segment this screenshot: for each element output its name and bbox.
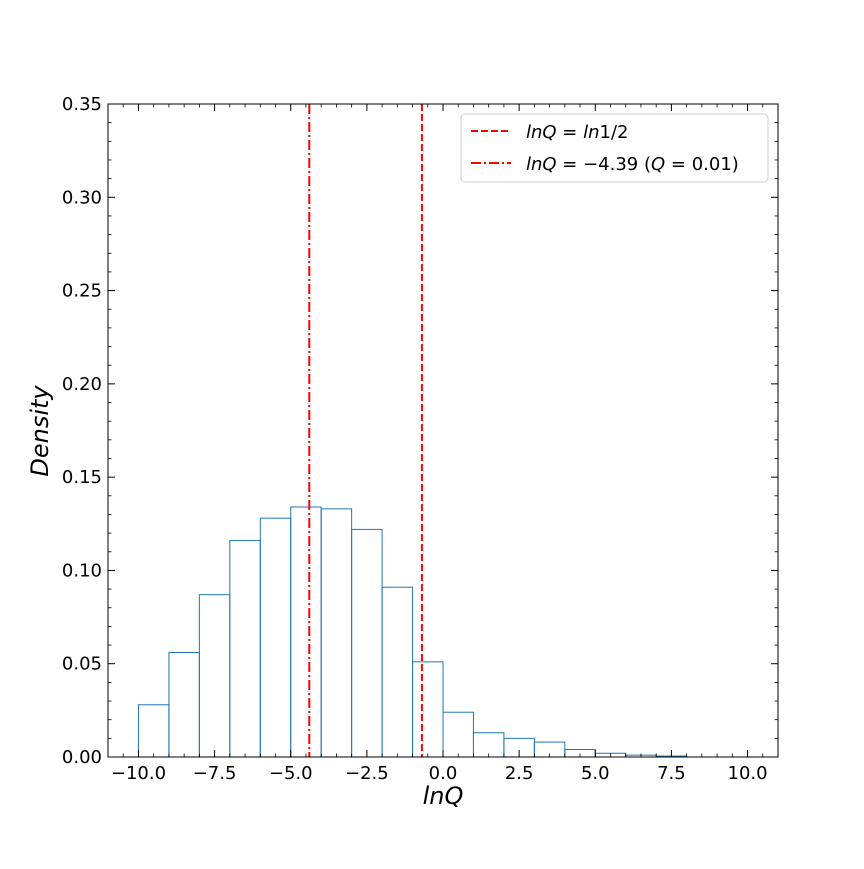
x-tick-label: 0.0 — [429, 763, 458, 784]
x-tick-label: 7.5 — [657, 763, 686, 784]
x-tick-label: −5.0 — [269, 763, 313, 784]
x-axis-label: lnQ — [423, 782, 464, 810]
x-tick-label: 10.0 — [728, 763, 768, 784]
legend-label-dashdot: lnQ = −4.39 (Q = 0.01) — [526, 154, 739, 175]
y-axis-label: Density — [26, 385, 54, 477]
ticks-layer: −10.0 −7.5 −5.0 −2.5 0.0 2.5 5.0 7.5 10.0 0.00 0.0… — [62, 94, 778, 784]
legend: lnQ = ln1/2 lnQ = −4.39 (Q = 0.01) — [460, 113, 769, 183]
x-tick-label: −2.5 — [345, 763, 389, 784]
x-tick-label: −10.0 — [111, 763, 166, 784]
legend-box — [460, 113, 769, 183]
x-tick-label: 2.5 — [505, 763, 534, 784]
y-tick-label: 0.25 — [62, 281, 102, 302]
legend-label-dashed: lnQ = ln1/2 — [526, 122, 629, 143]
y-tick-label: 0.30 — [62, 187, 102, 208]
x-tick-label: 5.0 — [581, 763, 610, 784]
x-tick-label: −7.5 — [193, 763, 237, 784]
reference-lines-layer — [308, 104, 423, 757]
y-tick-label: 0.10 — [62, 560, 102, 581]
y-tick-label: 0.35 — [62, 94, 102, 115]
y-tick-label: 0.05 — [62, 654, 102, 675]
y-tick-label: 0.00 — [62, 747, 102, 768]
y-tick-label: 0.20 — [62, 374, 102, 395]
y-tick-label: 0.15 — [62, 467, 102, 488]
